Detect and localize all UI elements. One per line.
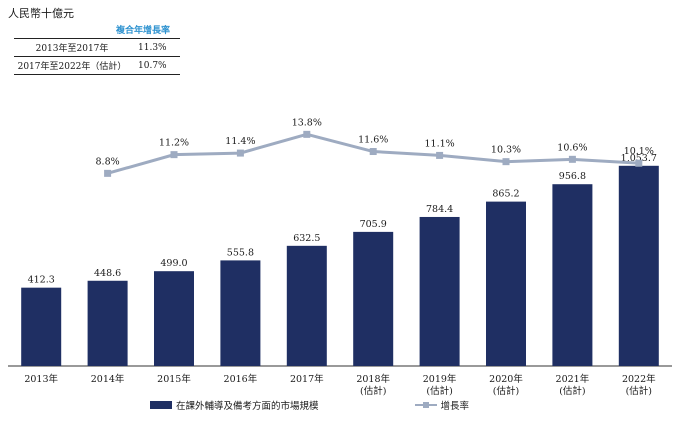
- x-tick-label: (估計): [426, 385, 452, 397]
- x-tick-label: 2021年: [556, 373, 590, 385]
- legend-bar-label: 在課外輔導及備考方面的市場規模: [176, 401, 319, 412]
- bar-value-label: 499.0: [160, 258, 187, 269]
- bar-value-label: 956.8: [559, 171, 586, 182]
- bar: [552, 184, 593, 366]
- growth-label: 10.3%: [491, 145, 521, 156]
- growth-label: 13.8%: [292, 117, 322, 128]
- x-tick-label: 2022年: [622, 373, 656, 385]
- bar: [220, 260, 261, 366]
- cagr-period: 2017年至2022年（估計）: [14, 56, 130, 75]
- bar-value-label: 412.3: [28, 275, 55, 286]
- bar: [618, 165, 659, 366]
- x-tick-label: (估計): [360, 385, 386, 397]
- growth-label: 11.2%: [159, 138, 189, 149]
- legend-item-bars: 在課外輔導及備考方面的市場規模: [150, 398, 319, 412]
- growth-point: [104, 169, 112, 177]
- legend-item-line: 增長率: [414, 398, 470, 412]
- bar: [87, 280, 128, 366]
- x-tick-label: 2020年: [489, 373, 523, 385]
- growth-point: [568, 155, 576, 163]
- x-tick-label: 2016年: [224, 373, 258, 385]
- growth-label: 8.8%: [96, 156, 120, 167]
- bar: [286, 245, 327, 366]
- x-tick-label: 2018年: [356, 373, 390, 385]
- x-tick-label: (估計): [626, 385, 652, 397]
- bar-value-label: 1,053.7: [621, 153, 657, 164]
- bar-value-label: 555.8: [227, 247, 254, 258]
- cagr-header: 複合年增長率: [115, 26, 170, 36]
- bar-value-label: 448.6: [94, 268, 121, 279]
- bar-value-label: 784.4: [426, 204, 453, 215]
- growth-point: [502, 158, 510, 166]
- bar: [21, 287, 62, 366]
- growth-label: 10.6%: [557, 142, 587, 153]
- x-tick-label: 2017年: [290, 373, 324, 385]
- bar-value-label: 865.2: [492, 189, 519, 200]
- growth-point: [236, 149, 244, 157]
- growth-point: [436, 151, 444, 159]
- x-tick-label: 2014年: [91, 373, 125, 385]
- bar: [419, 216, 460, 366]
- growth-label: 10.1%: [624, 146, 654, 157]
- bar: [154, 271, 194, 366]
- x-tick-label: 2013年: [24, 373, 58, 385]
- bar: [486, 201, 526, 366]
- legend-line-swatch: [414, 401, 437, 409]
- x-tick-label: 2015年: [157, 373, 191, 385]
- cagr-table: 複合年增長率 2013年至2017年 11.3% 2017年至2022年（估計）…: [14, 25, 180, 75]
- legend-bar-swatch: [150, 401, 172, 409]
- x-tick-label: (估計): [559, 385, 585, 397]
- legend-line-label: 增長率: [440, 401, 470, 412]
- bar: [353, 231, 394, 366]
- growth-point: [303, 130, 311, 138]
- growth-point: [170, 151, 178, 159]
- unit-label: 人民幣十億元: [8, 7, 74, 20]
- cagr-row: 2017年至2022年（估計） 10.7%: [14, 56, 180, 75]
- bar-value-label: 632.5: [293, 233, 320, 244]
- x-tick-label: 2019年: [423, 373, 457, 385]
- growth-point: [369, 148, 377, 156]
- cagr-value: 10.7%: [130, 56, 180, 75]
- chart-legend: 在課外輔導及備考方面的市場規模 增長率: [150, 398, 565, 412]
- growth-label: 11.1%: [425, 138, 455, 149]
- growth-label: 11.6%: [358, 135, 388, 146]
- bar-value-label: 705.9: [360, 219, 387, 230]
- x-tick-label: (估計): [493, 385, 519, 397]
- growth-point: [635, 159, 643, 167]
- growth-label: 11.4%: [225, 136, 255, 147]
